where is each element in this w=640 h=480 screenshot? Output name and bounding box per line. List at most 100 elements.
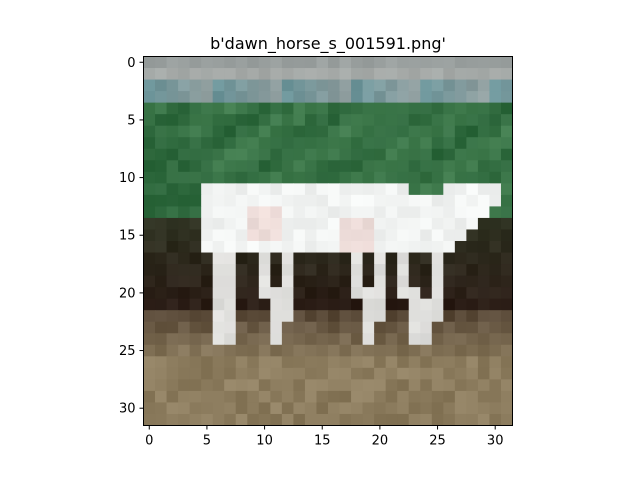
image-pixel xyxy=(259,103,271,115)
y-tick-label: 25 xyxy=(119,344,136,359)
image-pixel xyxy=(224,287,236,299)
image-pixel xyxy=(224,345,236,357)
image-pixel xyxy=(316,68,328,80)
image-pixel xyxy=(351,160,363,172)
image-pixel xyxy=(489,368,501,380)
image-pixel xyxy=(190,310,202,322)
image-pixel xyxy=(489,103,501,115)
image-pixel xyxy=(178,368,190,380)
image-pixel xyxy=(213,333,225,345)
image-pixel xyxy=(316,299,328,311)
image-pixel xyxy=(409,160,421,172)
x-tick-label: 30 xyxy=(487,434,504,449)
image-pixel xyxy=(282,218,294,230)
image-pixel xyxy=(351,149,363,161)
image-pixel xyxy=(201,402,213,414)
image-pixel xyxy=(282,414,294,426)
image-pixel xyxy=(489,287,501,299)
image-pixel xyxy=(363,126,375,138)
image-pixel xyxy=(443,276,455,288)
image-pixel xyxy=(247,241,259,253)
image-pixel xyxy=(190,149,202,161)
y-tick-label: 20 xyxy=(119,286,136,301)
image-pixel xyxy=(478,160,490,172)
image-pixel xyxy=(363,391,375,403)
image-pixel xyxy=(374,241,386,253)
image-pixel xyxy=(282,114,294,126)
image-pixel xyxy=(397,402,409,414)
image-pixel xyxy=(213,57,225,69)
image-pixel xyxy=(397,195,409,207)
image-pixel xyxy=(478,91,490,103)
image-pixel xyxy=(316,149,328,161)
image-pixel xyxy=(270,264,282,276)
image-pixel xyxy=(259,287,271,299)
image-pixel xyxy=(316,391,328,403)
image-pixel xyxy=(213,287,225,299)
image-pixel xyxy=(259,368,271,380)
image-pixel xyxy=(144,218,156,230)
image-pixel xyxy=(455,276,467,288)
image-pixel xyxy=(282,103,294,115)
image-pixel xyxy=(501,276,513,288)
image-pixel xyxy=(178,310,190,322)
image-pixel xyxy=(397,241,409,253)
image-pixel xyxy=(397,68,409,80)
image-pixel xyxy=(432,253,444,265)
image-pixel xyxy=(247,402,259,414)
image-pixel xyxy=(167,160,179,172)
image-pixel xyxy=(201,253,213,265)
image-pixel xyxy=(340,276,352,288)
image-pixel xyxy=(397,126,409,138)
image-pixel xyxy=(478,114,490,126)
image-pixel xyxy=(167,172,179,184)
image-pixel xyxy=(478,333,490,345)
image-pixel xyxy=(224,206,236,218)
image-pixel xyxy=(432,218,444,230)
image-pixel xyxy=(397,322,409,334)
image-pixel xyxy=(282,253,294,265)
image-pixel xyxy=(293,264,305,276)
image-pixel xyxy=(409,310,421,322)
image-pixel xyxy=(144,276,156,288)
image-pixel xyxy=(386,322,398,334)
image-pixel xyxy=(351,310,363,322)
image-pixel xyxy=(316,160,328,172)
image-pixel xyxy=(247,57,259,69)
image-pixel xyxy=(190,356,202,368)
image-pixel xyxy=(466,172,478,184)
image-pixel xyxy=(351,172,363,184)
image-pixel xyxy=(420,356,432,368)
image-pixel xyxy=(282,68,294,80)
image-pixel xyxy=(351,103,363,115)
image-pixel xyxy=(224,264,236,276)
image-pixel xyxy=(466,391,478,403)
image-pixel xyxy=(328,241,340,253)
image-pixel xyxy=(351,287,363,299)
image-pixel xyxy=(144,310,156,322)
image-pixel xyxy=(201,57,213,69)
image-pixel xyxy=(293,276,305,288)
image-pixel xyxy=(397,218,409,230)
image-pixel xyxy=(489,391,501,403)
image-pixel xyxy=(178,68,190,80)
image-pixel xyxy=(455,114,467,126)
image-pixel xyxy=(247,206,259,218)
image-pixel xyxy=(466,229,478,241)
image-pixel xyxy=(386,229,398,241)
image-pixel xyxy=(155,253,167,265)
image-pixel xyxy=(259,114,271,126)
image-pixel xyxy=(155,160,167,172)
image-pixel xyxy=(190,241,202,253)
image-pixel xyxy=(178,91,190,103)
image-pixel xyxy=(213,137,225,149)
image-pixel xyxy=(489,264,501,276)
image-pixel xyxy=(501,183,513,195)
image-pixel xyxy=(213,356,225,368)
image-pixel xyxy=(432,368,444,380)
image-pixel xyxy=(213,264,225,276)
image-pixel xyxy=(409,299,421,311)
image-pixel xyxy=(293,345,305,357)
image-pixel xyxy=(293,402,305,414)
image-pixel xyxy=(386,68,398,80)
